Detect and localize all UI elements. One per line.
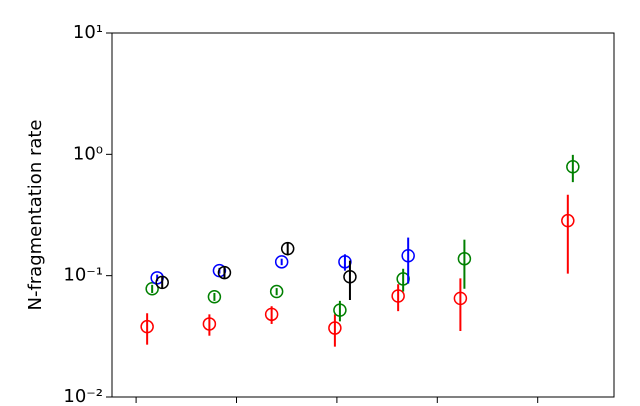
data-point	[333, 303, 347, 317]
data-point	[274, 255, 289, 269]
data-point	[155, 275, 169, 290]
data-point	[217, 265, 232, 280]
data-point	[140, 319, 154, 334]
data-point	[280, 241, 295, 256]
data-point	[269, 284, 284, 299]
data-point	[566, 160, 580, 174]
data-point	[264, 307, 279, 322]
data-point	[343, 269, 357, 284]
y-tick-label: 10⁻²	[63, 386, 103, 406]
data-point	[202, 317, 217, 331]
data-point	[145, 282, 159, 296]
data-point	[561, 213, 575, 228]
y-tick-label: 10⁻¹	[63, 265, 103, 286]
data-point	[328, 321, 342, 335]
y-tick-label: 10⁰	[73, 143, 103, 164]
data-point	[401, 248, 415, 263]
data-point	[207, 290, 222, 304]
data-point	[391, 289, 405, 303]
y-tick-label: 10¹	[73, 22, 103, 43]
y-axis-label: N-fragmentation rate	[25, 119, 46, 310]
data-point	[457, 251, 472, 266]
data-point	[453, 291, 468, 306]
plot-frame	[111, 32, 615, 398]
